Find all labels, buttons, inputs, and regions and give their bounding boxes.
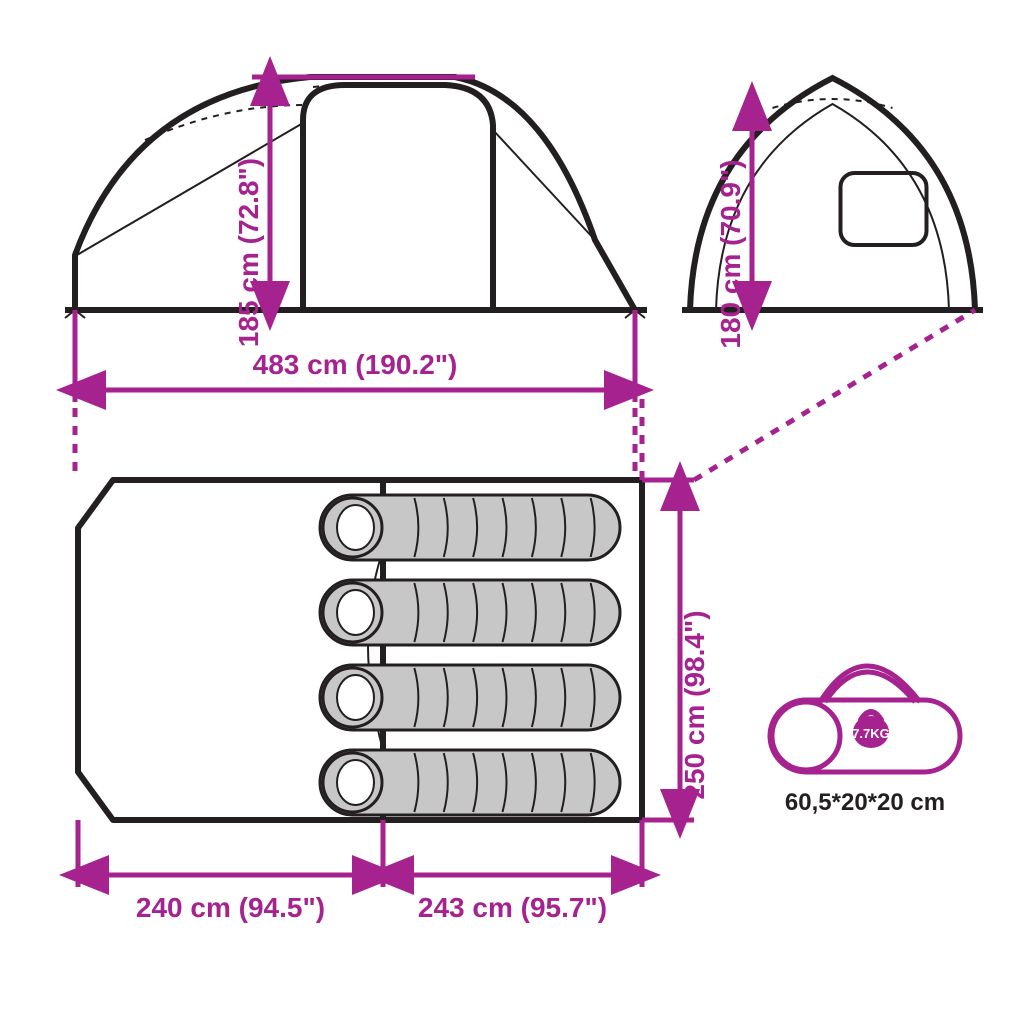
sleeping-bag-icon (320, 580, 620, 645)
sleeping-bag-icon (320, 665, 620, 730)
label-vestibule-width: 240 cm (94.5") (136, 892, 325, 923)
label-total-length: 483 cm (190.2") (253, 349, 458, 380)
label-room-width: 243 cm (95.7") (418, 892, 607, 923)
label-height-side: 185 cm (72.8") (233, 158, 264, 347)
label-bag-weight: 7.7KG (852, 726, 890, 741)
sleeping-bag-icon (320, 495, 620, 560)
sleeping-bag-icon (320, 750, 620, 815)
label-height-front: 180 cm (70.9") (715, 159, 746, 348)
label-floor-depth: 250 cm (98.4") (679, 610, 710, 799)
label-bag-size: 60,5*20*20 cm (785, 789, 945, 816)
tent-dimension-diagram: 185 cm (72.8") 180 cm (70.9") 483 cm (190.… (0, 0, 1024, 1024)
tent-side-view (65, 77, 647, 318)
carry-bag-icon (770, 666, 960, 772)
tent-floor-plan (78, 480, 642, 820)
